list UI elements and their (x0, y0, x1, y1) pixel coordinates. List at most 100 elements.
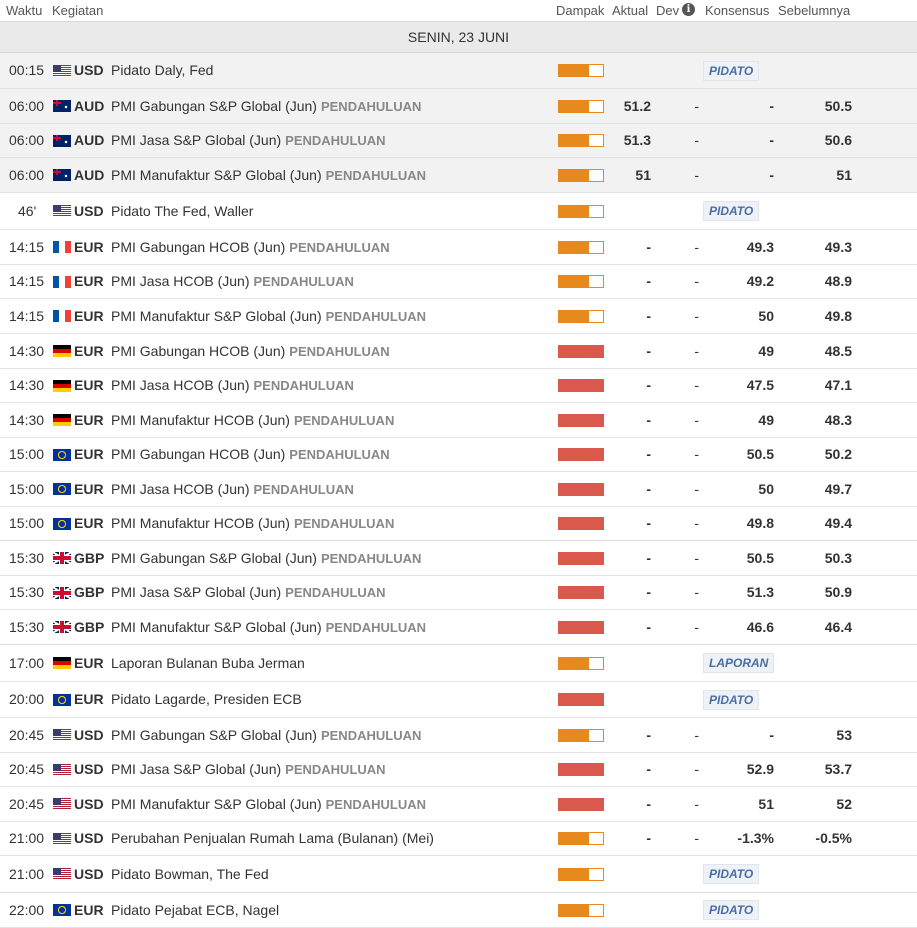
us-flag-icon (53, 868, 71, 880)
header-sebelumnya[interactable]: Sebelumnya (778, 3, 851, 18)
event-name[interactable]: PMI Manufaktur S&P Global (Jun) PENDAHULU… (111, 796, 426, 812)
event-name[interactable]: PMI Jasa HCOB (Jun) PENDAHULUAN (111, 481, 354, 497)
event-row[interactable]: 17:00 EUR Laporan Bulanan Buba Jerman LAPOR… (0, 645, 917, 682)
event-name[interactable]: Pidato Lagarde, Presiden ECB (111, 691, 302, 707)
event-title[interactable]: PMI Gabungan HCOB (Jun) (111, 239, 286, 255)
event-time: 15:00 (9, 515, 45, 531)
event-title[interactable]: PMI Manufaktur S&P Global (Jun) (111, 308, 322, 324)
fr-flag-icon (53, 310, 71, 322)
event-time: 15:30 (9, 550, 45, 566)
event-title[interactable]: PMI Jasa HCOB (Jun) (111, 481, 250, 497)
event-row[interactable]: 15:00 EUR PMI Gabungan HCOB (Jun) PENDAHULU… (0, 438, 917, 472)
event-name[interactable]: PMI Manufaktur S&P Global (Jun) PENDAHULU… (111, 167, 426, 183)
header-kegiatan[interactable]: Kegiatan (52, 3, 104, 18)
event-title[interactable]: PMI Jasa S&P Global (Jun) (111, 132, 282, 148)
event-name[interactable]: PMI Manufaktur S&P Global (Jun) PENDAHULU… (111, 619, 426, 635)
event-name[interactable]: Perubahan Penjualan Rumah Lama (Bulanan)… (111, 830, 434, 846)
impact-medium-icon (558, 64, 604, 77)
event-qualifier: PENDAHULUAN (289, 344, 390, 359)
event-title[interactable]: Pidato Bowman, The Fed (111, 866, 269, 882)
event-name[interactable]: Laporan Bulanan Buba Jerman (111, 655, 305, 671)
event-name[interactable]: PMI Jasa S&P Global (Jun) PENDAHULUAN (111, 132, 386, 148)
event-title[interactable]: PMI Gabungan S&P Global (Jun) (111, 98, 317, 114)
event-title[interactable]: Pidato Daly, Fed (111, 62, 214, 78)
event-row[interactable]: 00:15 USD Pidato Daly, Fed PIDATO (0, 53, 917, 89)
event-name[interactable]: Pidato Bowman, The Fed (111, 866, 269, 882)
event-title[interactable]: PMI Gabungan HCOB (Jun) (111, 343, 286, 359)
event-title[interactable]: PMI Manufaktur HCOB (Jun) (111, 412, 290, 428)
event-row[interactable]: 14:30 EUR PMI Manufaktur HCOB (Jun) PENDAHU… (0, 403, 917, 438)
header-dampak[interactable]: Dampak (556, 3, 605, 18)
event-title[interactable]: PMI Gabungan HCOB (Jun) (111, 446, 286, 462)
event-title[interactable]: Pidato Lagarde, Presiden ECB (111, 691, 302, 707)
event-name[interactable]: PMI Manufaktur S&P Global (Jun) PENDAHULU… (111, 308, 426, 324)
event-title[interactable]: Laporan Bulanan Buba Jerman (111, 655, 305, 671)
event-name[interactable]: PMI Gabungan HCOB (Jun) PENDAHULUAN (111, 343, 390, 359)
info-icon[interactable]: i (682, 3, 695, 16)
header-waktu[interactable]: Waktu (6, 3, 43, 18)
event-row[interactable]: 15:00 EUR PMI Manufaktur HCOB (Jun) PENDAHU… (0, 507, 917, 541)
event-row[interactable]: 22:00 EUR Pidato Pejabat ECB, Nagel PIDATO (0, 893, 917, 928)
event-name[interactable]: Pidato Daly, Fed (111, 62, 213, 78)
previous-value: 48.5 (824, 343, 852, 359)
event-title[interactable]: PMI Gabungan S&P Global (Jun) (111, 550, 317, 566)
event-name[interactable]: PMI Manufaktur HCOB (Jun) PENDAHULUAN (111, 515, 394, 531)
event-title[interactable]: PMI Manufaktur S&P Global (Jun) (111, 796, 322, 812)
event-name[interactable]: PMI Gabungan S&P Global (Jun) PENDAHULUAN (111, 727, 421, 743)
event-time: 46' (18, 203, 37, 219)
event-row[interactable]: 06:00 AUD PMI Gabungan S&P Global (Jun) PEN… (0, 89, 917, 124)
event-title[interactable]: PMI Jasa HCOB (Jun) (111, 377, 250, 393)
header-dev[interactable]: Dev (656, 3, 680, 18)
event-title[interactable]: PMI Jasa S&P Global (Jun) (111, 761, 282, 777)
event-row[interactable]: 14:30 EUR PMI Gabungan HCOB (Jun) PENDAHULU… (0, 334, 917, 369)
event-row[interactable]: 20:45 USD PMI Gabungan S&P Global (Jun) PEN… (0, 718, 917, 753)
event-title[interactable]: PMI Manufaktur S&P Global (Jun) (111, 619, 322, 635)
event-row[interactable]: 06:00 AUD PMI Manufaktur S&P Global (Jun) P… (0, 158, 917, 193)
event-row[interactable]: 21:00 USD Perubahan Penjualan Rumah Lama (… (0, 822, 917, 856)
event-row[interactable]: 14:15 EUR PMI Manufaktur S&P Global (Jun) P… (0, 299, 917, 334)
event-row[interactable]: 14:15 EUR PMI Gabungan HCOB (Jun) PENDAHULU… (0, 230, 917, 265)
deviation-value: - (694, 446, 699, 462)
event-row[interactable]: 46' USD Pidato The Fed, Waller PIDATO (0, 193, 917, 230)
actual-value: - (646, 761, 651, 777)
event-row[interactable]: 14:30 EUR PMI Jasa HCOB (Jun) PENDAHULUAN - -… (0, 369, 917, 403)
event-name[interactable]: Pidato Pejabat ECB, Nagel (111, 902, 279, 918)
event-name[interactable]: PMI Jasa S&P Global (Jun) PENDAHULUAN (111, 584, 386, 600)
event-row[interactable]: 15:00 EUR PMI Jasa HCOB (Jun) PENDAHULUAN - -… (0, 472, 917, 507)
header-konsensus[interactable]: Konsensus (705, 3, 770, 18)
event-row[interactable]: 15:30 GBP PMI Gabungan S&P Global (Jun) PEN… (0, 541, 917, 576)
event-row[interactable]: 20:00 EUR Pidato Lagarde, Presiden ECB PIDA… (0, 682, 917, 718)
event-title[interactable]: Pidato Pejabat ECB, Nagel (111, 902, 280, 918)
event-title[interactable]: PMI Jasa S&P Global (Jun) (111, 584, 282, 600)
event-row[interactable]: 20:45 USD PMI Manufaktur S&P Global (Jun) P… (0, 787, 917, 822)
event-type-tag: PIDATO (703, 900, 760, 920)
deviation-value: - (694, 619, 699, 635)
event-row[interactable]: 15:30 GBP PMI Manufaktur S&P Global (Jun) P… (0, 610, 917, 645)
event-name[interactable]: PMI Manufaktur HCOB (Jun) PENDAHULUAN (111, 412, 394, 428)
header-aktual[interactable]: Aktual (612, 3, 649, 18)
event-title[interactable]: Pidato The Fed, Waller (111, 203, 254, 219)
event-row[interactable]: 06:00 AUD PMI Jasa S&P Global (Jun) PENDAHU… (0, 124, 917, 158)
event-name[interactable]: PMI Gabungan HCOB (Jun) PENDAHULUAN (111, 446, 390, 462)
event-row[interactable]: 21:00 USD Pidato Bowman, The Fed PIDATO (0, 856, 917, 893)
event-title[interactable]: PMI Manufaktur HCOB (Jun) (111, 515, 290, 531)
event-title[interactable]: Perubahan Penjualan Rumah Lama (Bulanan)… (111, 830, 434, 846)
currency-code: AUD (74, 98, 105, 114)
event-name[interactable]: PMI Gabungan HCOB (Jun) PENDAHULUAN (111, 239, 390, 255)
deviation-value: - (694, 343, 699, 359)
event-name[interactable]: PMI Gabungan S&P Global (Jun) PENDAHULUAN (111, 98, 421, 114)
event-title[interactable]: PMI Manufaktur S&P Global (Jun) (111, 167, 322, 183)
event-row[interactable]: 15:30 GBP PMI Jasa S&P Global (Jun) PENDAHU… (0, 576, 917, 610)
event-name[interactable]: PMI Jasa HCOB (Jun) PENDAHULUAN (111, 377, 354, 393)
event-name[interactable]: Pidato The Fed, Waller (111, 203, 253, 219)
event-row[interactable]: 14:15 EUR PMI Jasa HCOB (Jun) PENDAHULUAN - -… (0, 265, 917, 299)
event-row[interactable]: 20:45 USD PMI Jasa S&P Global (Jun) PENDAHU… (0, 753, 917, 787)
event-name[interactable]: PMI Jasa HCOB (Jun) PENDAHULUAN (111, 273, 354, 289)
us-flag-icon (53, 65, 71, 77)
event-name[interactable]: PMI Gabungan S&P Global (Jun) PENDAHULUAN (111, 550, 421, 566)
de-flag-icon (53, 345, 71, 357)
event-title[interactable]: PMI Jasa HCOB (Jun) (111, 273, 250, 289)
event-name[interactable]: PMI Jasa S&P Global (Jun) PENDAHULUAN (111, 761, 386, 777)
deviation-value: - (694, 308, 699, 324)
event-title[interactable]: PMI Gabungan S&P Global (Jun) (111, 727, 317, 743)
